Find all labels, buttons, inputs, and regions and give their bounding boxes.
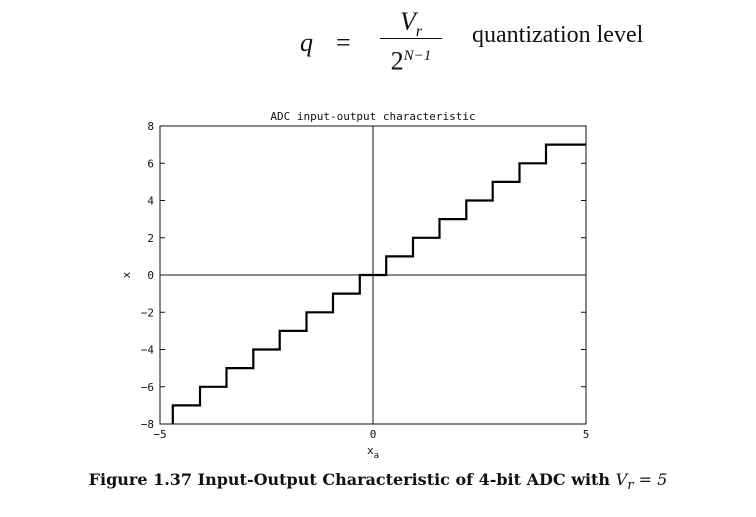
figure-caption: Figure 1.37 Input-Output Characteristic … — [88, 470, 668, 494]
x-tick-label: 0 — [370, 428, 377, 441]
quantization-equation: q = Vr 2N−1 quantization level — [300, 6, 720, 76]
fraction-bar — [380, 38, 442, 39]
adc-chart: −8 −6 −4 −2 0 2 4 6 8 −5 0 5 ADC input-output charac… — [110, 104, 610, 464]
y-tick-label: 2 — [147, 232, 154, 245]
chart-svg: −8 −6 −4 −2 0 2 4 6 8 −5 0 5 ADC input-output charac… — [120, 110, 590, 461]
y-tick-label: 8 — [147, 120, 154, 133]
y-tick-label: 0 — [147, 269, 154, 282]
equation-equals: = — [336, 28, 351, 57]
staircase-series — [171, 143, 586, 424]
equation-lhs: q — [300, 28, 313, 57]
y-axis-label: x — [120, 271, 133, 278]
y-tick-label: −6 — [141, 381, 154, 394]
equation-denominator: 2N−1 — [390, 46, 432, 76]
x-axis-label: xa — [367, 444, 379, 461]
chart-title: ADC input-output characteristic — [270, 110, 475, 123]
equation-numerator: Vr — [399, 7, 423, 41]
y-tick-label: 4 — [147, 195, 154, 208]
equation-fraction: Vr 2N−1 — [376, 6, 446, 76]
x-tick-label: 5 — [583, 428, 590, 441]
equation-label: quantization level — [472, 22, 644, 48]
y-tick-label: −4 — [141, 344, 155, 357]
y-tick-label: −2 — [141, 306, 154, 319]
x-tick-label: −5 — [153, 428, 166, 441]
y-tick-label: 6 — [147, 157, 154, 170]
y-tick-label: −8 — [141, 418, 154, 431]
